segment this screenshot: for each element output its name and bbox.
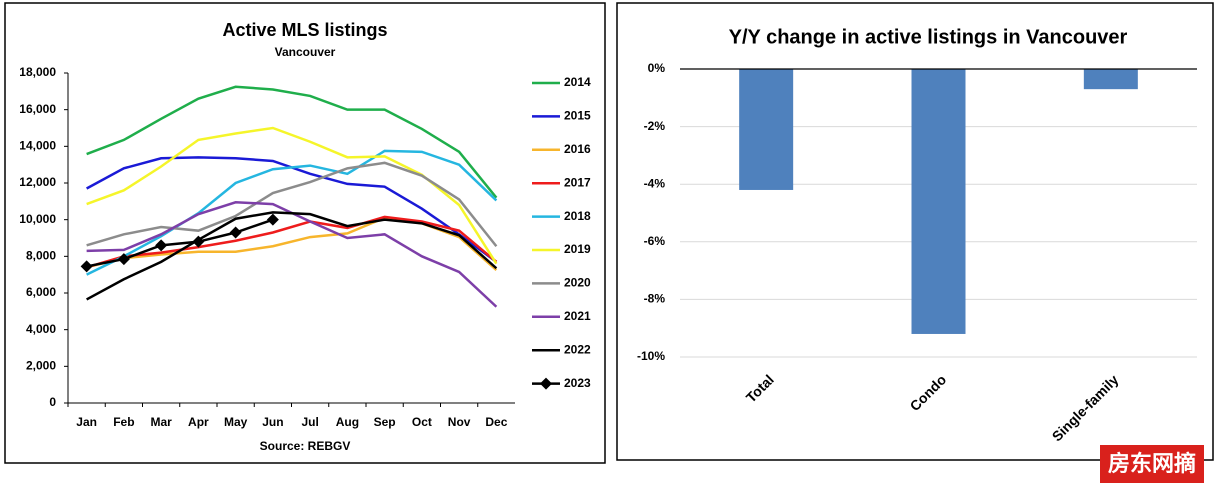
legend-label: 2015 xyxy=(564,109,591,123)
x-tick-label: Aug xyxy=(336,415,359,429)
x-tick-label: Nov xyxy=(448,415,471,429)
x-tick-label: May xyxy=(224,415,248,429)
series-line xyxy=(86,218,274,268)
legend-label: 2019 xyxy=(564,242,591,256)
y-tick-label: 4,000 xyxy=(26,322,56,336)
legend-label: 2017 xyxy=(564,175,591,189)
y-tick-label: -10% xyxy=(637,349,665,363)
y-tick-label: 8,000 xyxy=(26,249,56,263)
series-line xyxy=(86,85,498,199)
y-tick-label: 0 xyxy=(49,395,56,409)
legend-label: 2018 xyxy=(564,209,591,223)
series-line xyxy=(86,149,498,276)
series-line xyxy=(86,215,498,269)
x-tick-label: Dec xyxy=(485,415,507,429)
watermark-bg xyxy=(1100,445,1204,483)
left-panel xyxy=(4,2,606,464)
marker xyxy=(117,253,130,266)
legend-label: 2020 xyxy=(564,276,591,290)
y-tick-label: 16,000 xyxy=(19,102,56,116)
y-tick-label: 14,000 xyxy=(19,139,56,153)
bar xyxy=(911,69,966,334)
y-tick-label: 10,000 xyxy=(19,212,56,226)
x-tick-label: Oct xyxy=(412,415,432,429)
marker xyxy=(266,213,279,226)
marker xyxy=(192,235,205,248)
legend-label: 2014 xyxy=(564,75,591,89)
y-tick-label: 2,000 xyxy=(26,359,56,373)
legend-label: 2021 xyxy=(564,309,591,323)
series-line xyxy=(86,161,498,248)
marker xyxy=(229,226,242,239)
bar xyxy=(739,69,794,190)
y-tick-label: -4% xyxy=(644,176,666,190)
legend-label: 2023 xyxy=(564,376,591,390)
chart-title: Active MLS listings xyxy=(222,20,387,40)
y-tick-label: -2% xyxy=(644,119,666,133)
x-tick-label: Jan xyxy=(76,415,97,429)
legend-label: 2016 xyxy=(564,142,591,156)
y-tick-label: 6,000 xyxy=(26,285,56,299)
x-tick-label: Feb xyxy=(113,415,134,429)
y-tick-label: -8% xyxy=(644,292,666,306)
x-tick-label: Sep xyxy=(374,415,396,429)
y-tick-label: -6% xyxy=(644,234,666,248)
series-line xyxy=(86,211,498,301)
y-tick-label: 18,000 xyxy=(19,65,56,79)
legend-label: 2022 xyxy=(564,342,591,356)
chart-subtitle: Vancouver xyxy=(275,45,336,59)
chart-title: Y/Y change in active listings in Vancouv… xyxy=(729,26,1128,48)
marker xyxy=(155,239,168,252)
source: Source: REBGV xyxy=(260,439,351,453)
y-tick-label: 12,000 xyxy=(19,175,56,189)
marker xyxy=(80,260,93,273)
x-tick-label: Apr xyxy=(188,415,209,429)
bar xyxy=(1083,69,1138,90)
x-tick-label: Jun xyxy=(262,415,283,429)
x-tick-label: Mar xyxy=(150,415,172,429)
legend-marker xyxy=(540,377,552,390)
y-tick-label: 0% xyxy=(648,61,666,75)
x-tick-label: Jul xyxy=(301,415,318,429)
watermark: 房东网摘 xyxy=(1108,451,1196,476)
